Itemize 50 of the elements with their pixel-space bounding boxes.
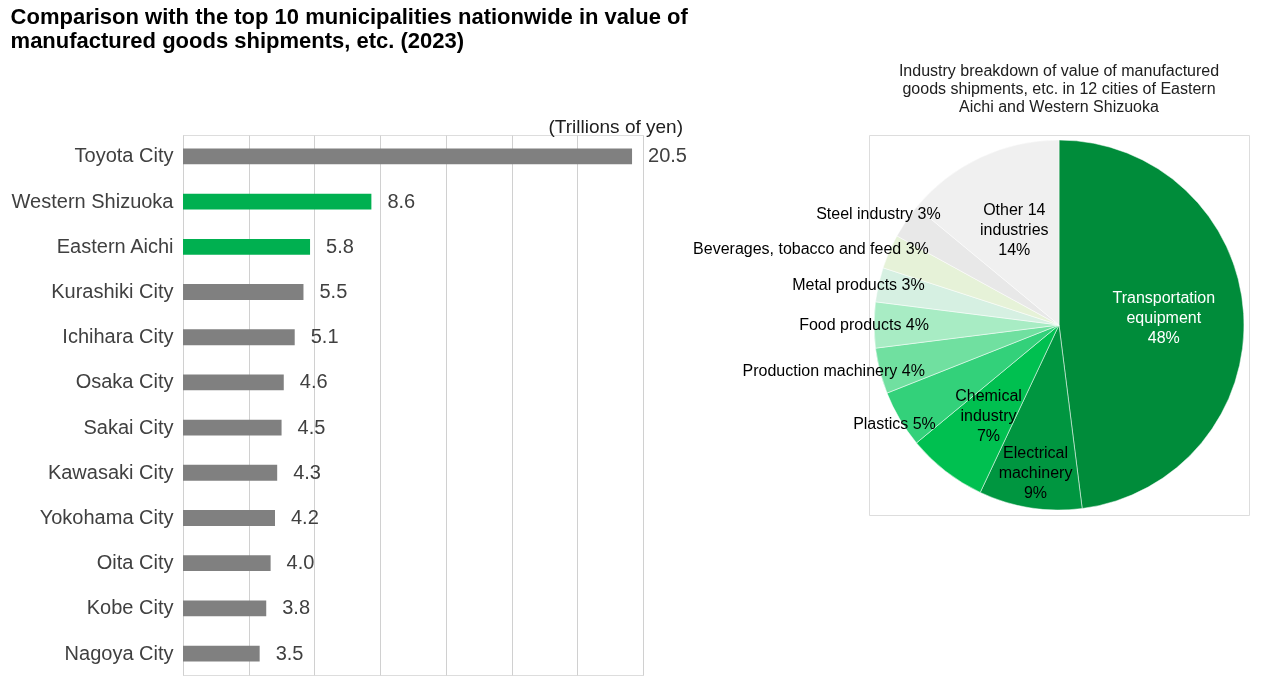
data-label: 3.5 <box>275 641 304 664</box>
bar <box>183 284 304 300</box>
y-tick-label: Sakai City <box>83 415 174 438</box>
data-label: 4.6 <box>299 370 328 393</box>
bar <box>183 419 282 436</box>
data-label: 4.3 <box>293 460 321 483</box>
y-tick-label: Oita City <box>96 551 174 574</box>
data-label: 7% <box>976 426 1001 444</box>
data-label: 48% <box>1147 329 1180 347</box>
y-tick-label: Ichihara City <box>62 325 174 348</box>
y-tick-label: Kurashiki City <box>51 280 174 303</box>
y-tick-label: Eastern Aichi <box>56 234 174 257</box>
slice-label: Transportation equipment <box>1112 289 1216 327</box>
slice-label: Steel industry 3% <box>816 205 941 222</box>
y-tick-label: Western Shizuoka <box>11 189 175 212</box>
data-label: 4.5 <box>297 415 326 438</box>
y-tick-label: Kobe City <box>86 596 174 619</box>
bar <box>183 510 275 526</box>
slice-label: Food products 4% <box>799 316 929 333</box>
y-tick-label: Osaka City <box>75 370 174 393</box>
chart-title: Comparison with the top 10 municipalities nationwide in value of manufactured goods shipments, etc. (2023) <box>10 3 689 53</box>
data-label: 4.0 <box>286 551 315 574</box>
bar <box>183 374 284 391</box>
y-tick-label: Nagoya City <box>64 641 174 664</box>
slice-label: Beverages, tobacco and feed 3% <box>693 240 929 258</box>
bar <box>183 329 295 346</box>
bar <box>183 148 633 165</box>
data-label: 8.6 <box>387 189 416 212</box>
slice-label: Other 14 industries <box>980 200 1049 238</box>
bar <box>183 645 260 662</box>
y-tick-label: Toyota City <box>74 144 174 167</box>
data-label: 14% <box>998 240 1031 258</box>
slice-label: Electrical machinery <box>998 444 1073 482</box>
data-label: 3.8 <box>282 596 311 619</box>
data-label: 9% <box>1023 484 1048 502</box>
bar <box>183 555 271 572</box>
bar <box>183 464 278 481</box>
bar <box>183 238 311 255</box>
data-label: 5.5 <box>319 280 348 303</box>
slice-label: Metal products 3% <box>792 275 925 293</box>
bar <box>183 193 372 210</box>
y-tick-label: Kawasaki City <box>47 460 174 483</box>
annotation: (Trillions of yen) <box>548 116 683 137</box>
bar <box>183 600 267 617</box>
data-label: 4.2 <box>291 505 319 528</box>
data-label: 5.8 <box>326 234 354 257</box>
data-label: 20.5 <box>648 144 687 167</box>
y-tick-label: Yokohama City <box>39 505 174 528</box>
chart-title: Industry breakdown of value of manufactured goods shipments, etc. in 12 cities of Eastern Aichi and Western Shizuoka <box>898 62 1220 115</box>
data-label: 5.1 <box>310 325 339 348</box>
